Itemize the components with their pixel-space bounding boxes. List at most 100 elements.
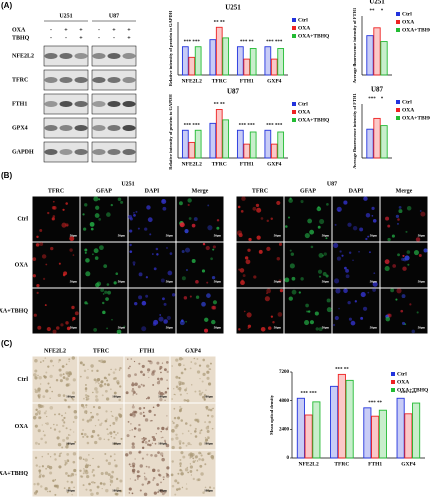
cell <box>276 256 281 261</box>
cell <box>175 436 179 440</box>
cell <box>97 406 101 409</box>
legend-label: OXA <box>402 19 414 25</box>
band <box>92 101 106 107</box>
cell <box>142 384 145 387</box>
cell <box>133 263 135 266</box>
image <box>332 242 380 288</box>
cell <box>74 415 78 420</box>
cell <box>129 217 133 221</box>
cell <box>50 427 52 429</box>
cell <box>160 278 165 283</box>
treatment-mark: - <box>98 35 100 41</box>
cell <box>300 199 304 204</box>
image <box>236 196 284 242</box>
cell <box>266 288 272 294</box>
cell <box>372 219 377 223</box>
cell <box>129 250 133 254</box>
cell <box>264 296 270 302</box>
cell <box>87 464 90 467</box>
cell <box>33 373 37 377</box>
cell <box>129 365 131 368</box>
cell <box>152 435 155 439</box>
cell <box>133 360 136 363</box>
scale-bar: 100μm <box>158 489 167 493</box>
cell <box>395 214 400 219</box>
scale-bar: 50μm <box>418 234 426 238</box>
cell <box>291 276 296 281</box>
cell <box>132 394 134 396</box>
cell <box>73 431 75 433</box>
condition-label: Ctrl <box>17 216 28 222</box>
cell <box>93 327 98 332</box>
cell <box>141 446 145 450</box>
cell <box>216 219 220 222</box>
bar <box>209 122 217 159</box>
cell <box>173 407 176 410</box>
scale-bar: 50μm <box>418 326 426 330</box>
cell <box>247 248 251 252</box>
cell <box>41 254 47 259</box>
cell <box>209 408 213 412</box>
treatment-mark: + <box>79 35 83 41</box>
cell <box>115 433 117 436</box>
cell <box>129 229 133 233</box>
cell <box>162 476 165 479</box>
bar <box>366 128 374 159</box>
cell <box>66 491 69 494</box>
cell <box>362 306 368 311</box>
cell <box>175 375 179 379</box>
cell <box>143 406 146 409</box>
y-axis-label: Average fluorescence intensity of FTH1 <box>352 92 357 168</box>
scale-bar: 100μm <box>158 395 167 399</box>
cell <box>82 472 85 475</box>
cell <box>44 487 48 491</box>
cell <box>43 375 46 378</box>
bar <box>371 415 380 459</box>
cell <box>104 471 109 475</box>
cell <box>115 492 119 496</box>
cell <box>155 433 157 435</box>
panel-label: (B) <box>1 171 12 180</box>
cell <box>89 488 92 492</box>
cell <box>140 383 143 386</box>
cell <box>152 468 156 473</box>
cell <box>109 484 112 486</box>
cell <box>178 487 181 491</box>
cell <box>114 368 117 371</box>
cell <box>178 363 182 367</box>
cell <box>285 225 288 228</box>
cell <box>178 201 183 206</box>
cell <box>160 481 162 484</box>
cell <box>53 453 57 456</box>
cell <box>67 374 71 378</box>
significance: ** ** <box>214 20 226 25</box>
cell <box>58 358 61 362</box>
bar <box>270 143 278 159</box>
bar <box>243 58 251 76</box>
legend-swatch <box>292 34 296 38</box>
cell <box>105 459 108 462</box>
cell <box>65 445 69 449</box>
cell <box>205 245 210 251</box>
cell <box>38 412 41 415</box>
cell <box>105 488 109 493</box>
cell <box>141 300 147 306</box>
image <box>284 288 332 334</box>
cell <box>192 457 195 460</box>
cell <box>245 259 251 265</box>
scale-bar: 50μm <box>214 280 222 284</box>
cell <box>34 412 39 416</box>
cell <box>152 383 155 386</box>
cell <box>90 492 94 497</box>
cell <box>45 389 49 393</box>
cell <box>141 457 145 460</box>
cell <box>397 218 400 221</box>
legend-label: OXA+TBHQ <box>397 387 429 393</box>
cell <box>38 396 41 399</box>
legend-swatch <box>396 20 400 24</box>
cell <box>111 318 113 321</box>
cell <box>91 369 94 372</box>
bar <box>222 37 230 76</box>
treatment-mark: + <box>112 27 116 33</box>
